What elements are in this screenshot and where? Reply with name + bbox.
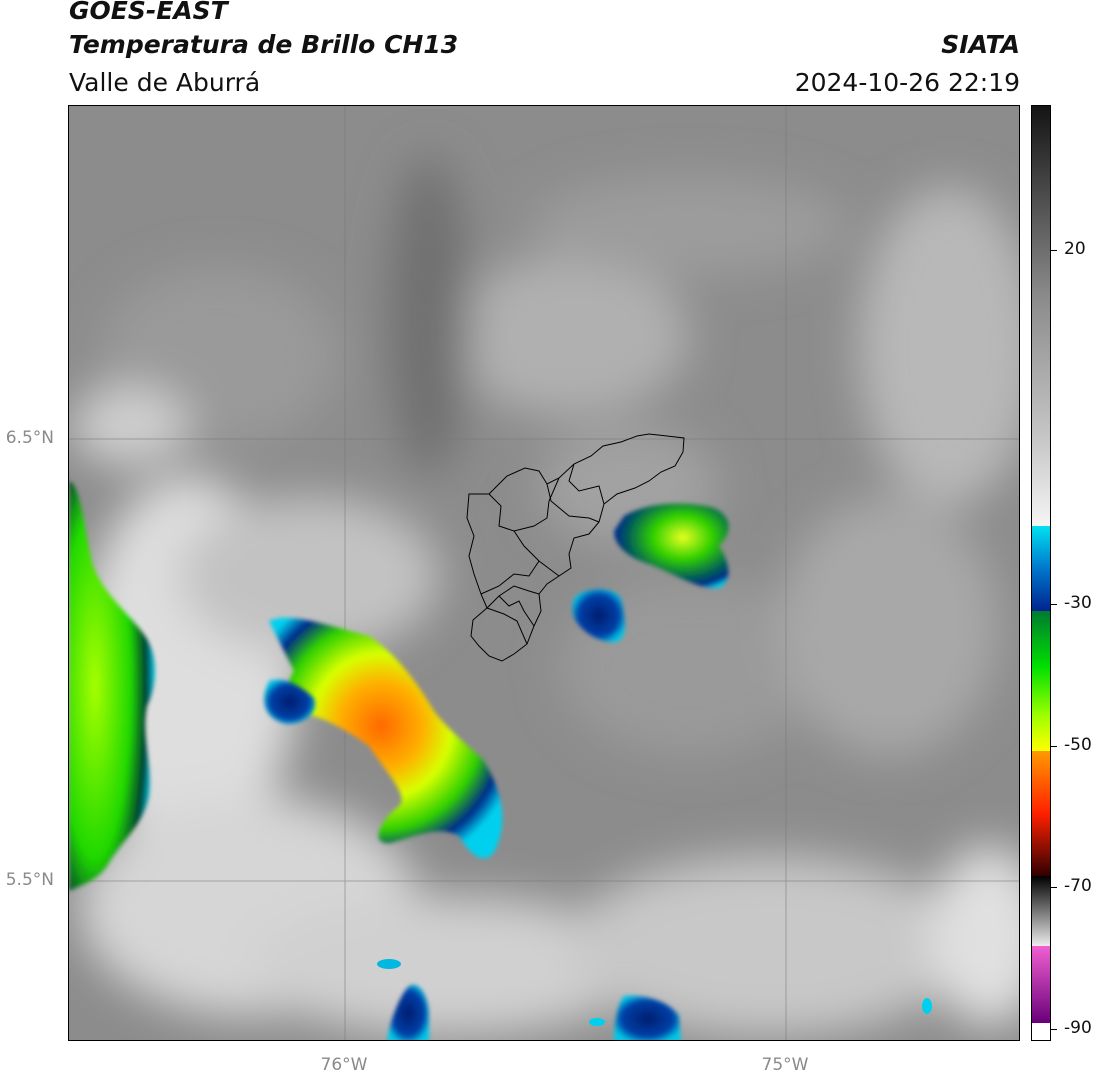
lon-label-75: 75°W xyxy=(761,1055,809,1075)
lat-label-6-5: 6.5°N xyxy=(5,428,54,448)
lat-label-5-5: 5.5°N xyxy=(5,870,54,890)
colorbar-tick xyxy=(1051,887,1057,888)
storm-cell-main xyxy=(269,617,503,859)
timestamp-label: 2024-10-26 22:19 xyxy=(794,68,1020,97)
storm-cell-bottom-4 xyxy=(922,998,932,1014)
product-title: GOES-EAST xyxy=(69,0,228,25)
colorbar-label: -90 xyxy=(1064,1018,1092,1038)
colorbar-tick xyxy=(1051,746,1057,747)
storm-cell-bottom-2 xyxy=(614,995,681,1040)
colorbar-green xyxy=(1032,611,1050,751)
colorbar-blue xyxy=(1032,526,1050,611)
storm-cell-west xyxy=(69,481,155,891)
colorbar-gray-cold xyxy=(1032,876,1050,946)
map-canvas xyxy=(69,106,1019,1040)
colorbar-canvas xyxy=(1032,106,1050,1040)
storm-cell-small xyxy=(572,589,625,643)
product-subtitle: Temperatura de Brillo CH13 xyxy=(69,30,459,59)
colorbar-tick xyxy=(1051,1029,1057,1030)
colorbar-label: -30 xyxy=(1064,593,1092,613)
valle-aburra-boundaries xyxy=(466,433,685,662)
region-label: Valle de Aburrá xyxy=(69,68,261,97)
colorbar-gray-warm xyxy=(1032,106,1050,526)
satellite-map[interactable] xyxy=(68,105,1020,1041)
colorbar-min xyxy=(1032,1023,1050,1040)
storm-cell-main-wing xyxy=(264,679,316,724)
lon-label-76: 76°W xyxy=(320,1055,368,1075)
colorbar-label: -50 xyxy=(1064,735,1092,755)
colorbar-tick xyxy=(1051,604,1057,605)
gridlines xyxy=(69,106,1019,1040)
organization-label: SIATA xyxy=(941,30,1020,59)
temperature-colorbar xyxy=(1031,105,1051,1041)
storm-cell-east xyxy=(614,503,729,589)
storm-cell-bottom-5 xyxy=(589,1018,605,1026)
colorbar-red xyxy=(1032,751,1050,876)
colorbar-magenta xyxy=(1032,946,1050,1023)
storm-cell-bottom-3 xyxy=(377,959,401,969)
storm-cell-bottom-1 xyxy=(387,984,429,1040)
colorbar-label: -70 xyxy=(1064,876,1092,896)
colorbar-label: 20 xyxy=(1064,239,1086,259)
colorbar-tick xyxy=(1051,250,1057,251)
